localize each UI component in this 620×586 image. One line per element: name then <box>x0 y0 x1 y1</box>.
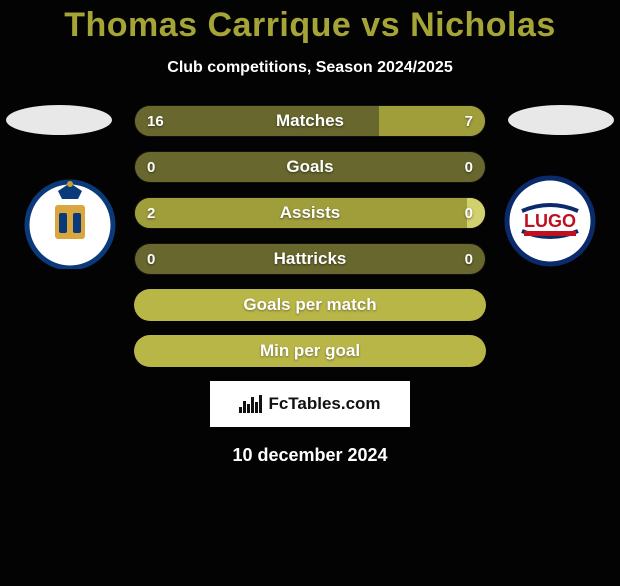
player1-name: Thomas Carrique <box>64 6 351 44</box>
stat-row-hattricks: 00Hattricks <box>134 243 486 275</box>
vs-word: vs <box>361 6 400 44</box>
player2-photo-placeholder <box>508 105 614 135</box>
player2-name: Nicholas <box>410 6 556 44</box>
fctables-logo: FcTables.com <box>210 381 410 427</box>
stat-row-goals: 00Goals <box>134 151 486 183</box>
stat-label: Matches <box>135 106 485 136</box>
stat-row-assists: 20Assists <box>134 197 486 229</box>
player1-photo-placeholder <box>6 105 112 135</box>
content-area: LUGO 167Matches 00Goals 20Assists 00Hattric… <box>0 105 620 466</box>
player2-club-crest: LUGO <box>502 173 598 269</box>
comparison-title: Thomas Carrique vs Nicholas <box>0 6 620 45</box>
stat-label: Assists <box>135 198 485 228</box>
crest-right-svg: LUGO <box>502 173 598 269</box>
logo-text: FcTables.com <box>268 394 380 414</box>
stat-label: Goals <box>135 152 485 182</box>
stat-label: Hattricks <box>135 244 485 274</box>
player1-club-crest <box>22 173 118 269</box>
logo-bars-icon <box>239 395 262 413</box>
stat-row-min-per-goal: Min per goal <box>134 335 486 367</box>
subtitle: Club competitions, Season 2024/2025 <box>0 59 620 77</box>
stat-bars: 167Matches 00Goals 20Assists 00Hattricks Goa… <box>134 105 486 367</box>
svg-text:LUGO: LUGO <box>524 211 576 231</box>
stat-row-goals-per-match: Goals per match <box>134 289 486 321</box>
stat-row-matches: 167Matches <box>134 105 486 137</box>
crest-left-svg <box>22 173 118 269</box>
snapshot-date: 10 december 2024 <box>0 445 620 466</box>
